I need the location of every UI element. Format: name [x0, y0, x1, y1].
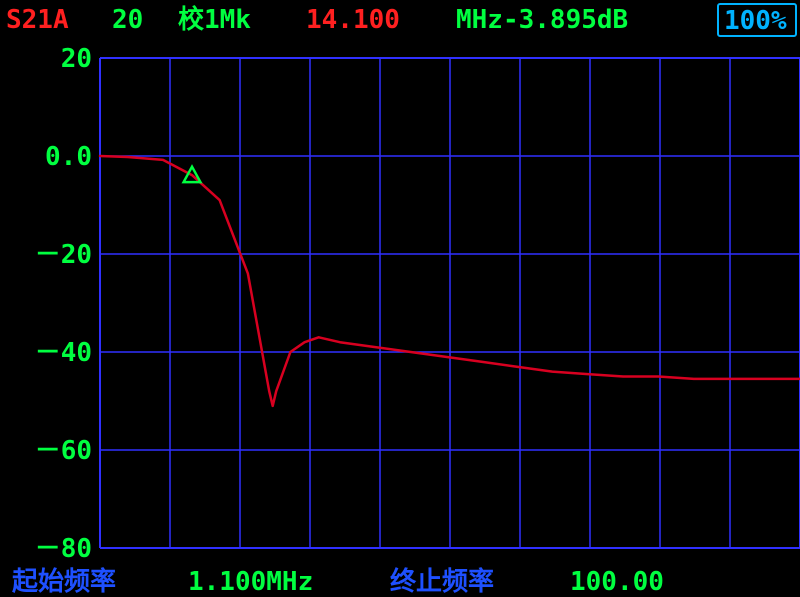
y-tick-label: －40: [35, 338, 92, 368]
battery-indicator: 100%: [718, 4, 796, 36]
footer-item: 100.00: [570, 567, 664, 597]
footer-item: 起始频率: [12, 566, 116, 597]
vna-display: 20 0.0 －20 －40 －60 －80 S21A 20 校1Mk 14.100 MHz-3.…: [0, 0, 800, 597]
header-item: S21A: [6, 5, 69, 35]
y-tick-label: 0.0: [45, 142, 92, 172]
background: [0, 0, 800, 597]
header-item: 14.100: [306, 5, 400, 35]
y-tick-label: 20: [61, 44, 92, 74]
y-tick-label: －80: [35, 534, 92, 564]
battery-percent: 100%: [724, 6, 787, 36]
header-item: 20: [112, 5, 143, 35]
footer-item: 终止频率: [390, 566, 494, 597]
y-tick-label: －60: [35, 436, 92, 466]
header-item: 校1Mk: [178, 4, 251, 35]
header-item: MHz-3.895dB: [456, 5, 628, 35]
footer-item: 1.100MHz: [188, 567, 313, 597]
y-tick-label: －20: [35, 240, 92, 270]
